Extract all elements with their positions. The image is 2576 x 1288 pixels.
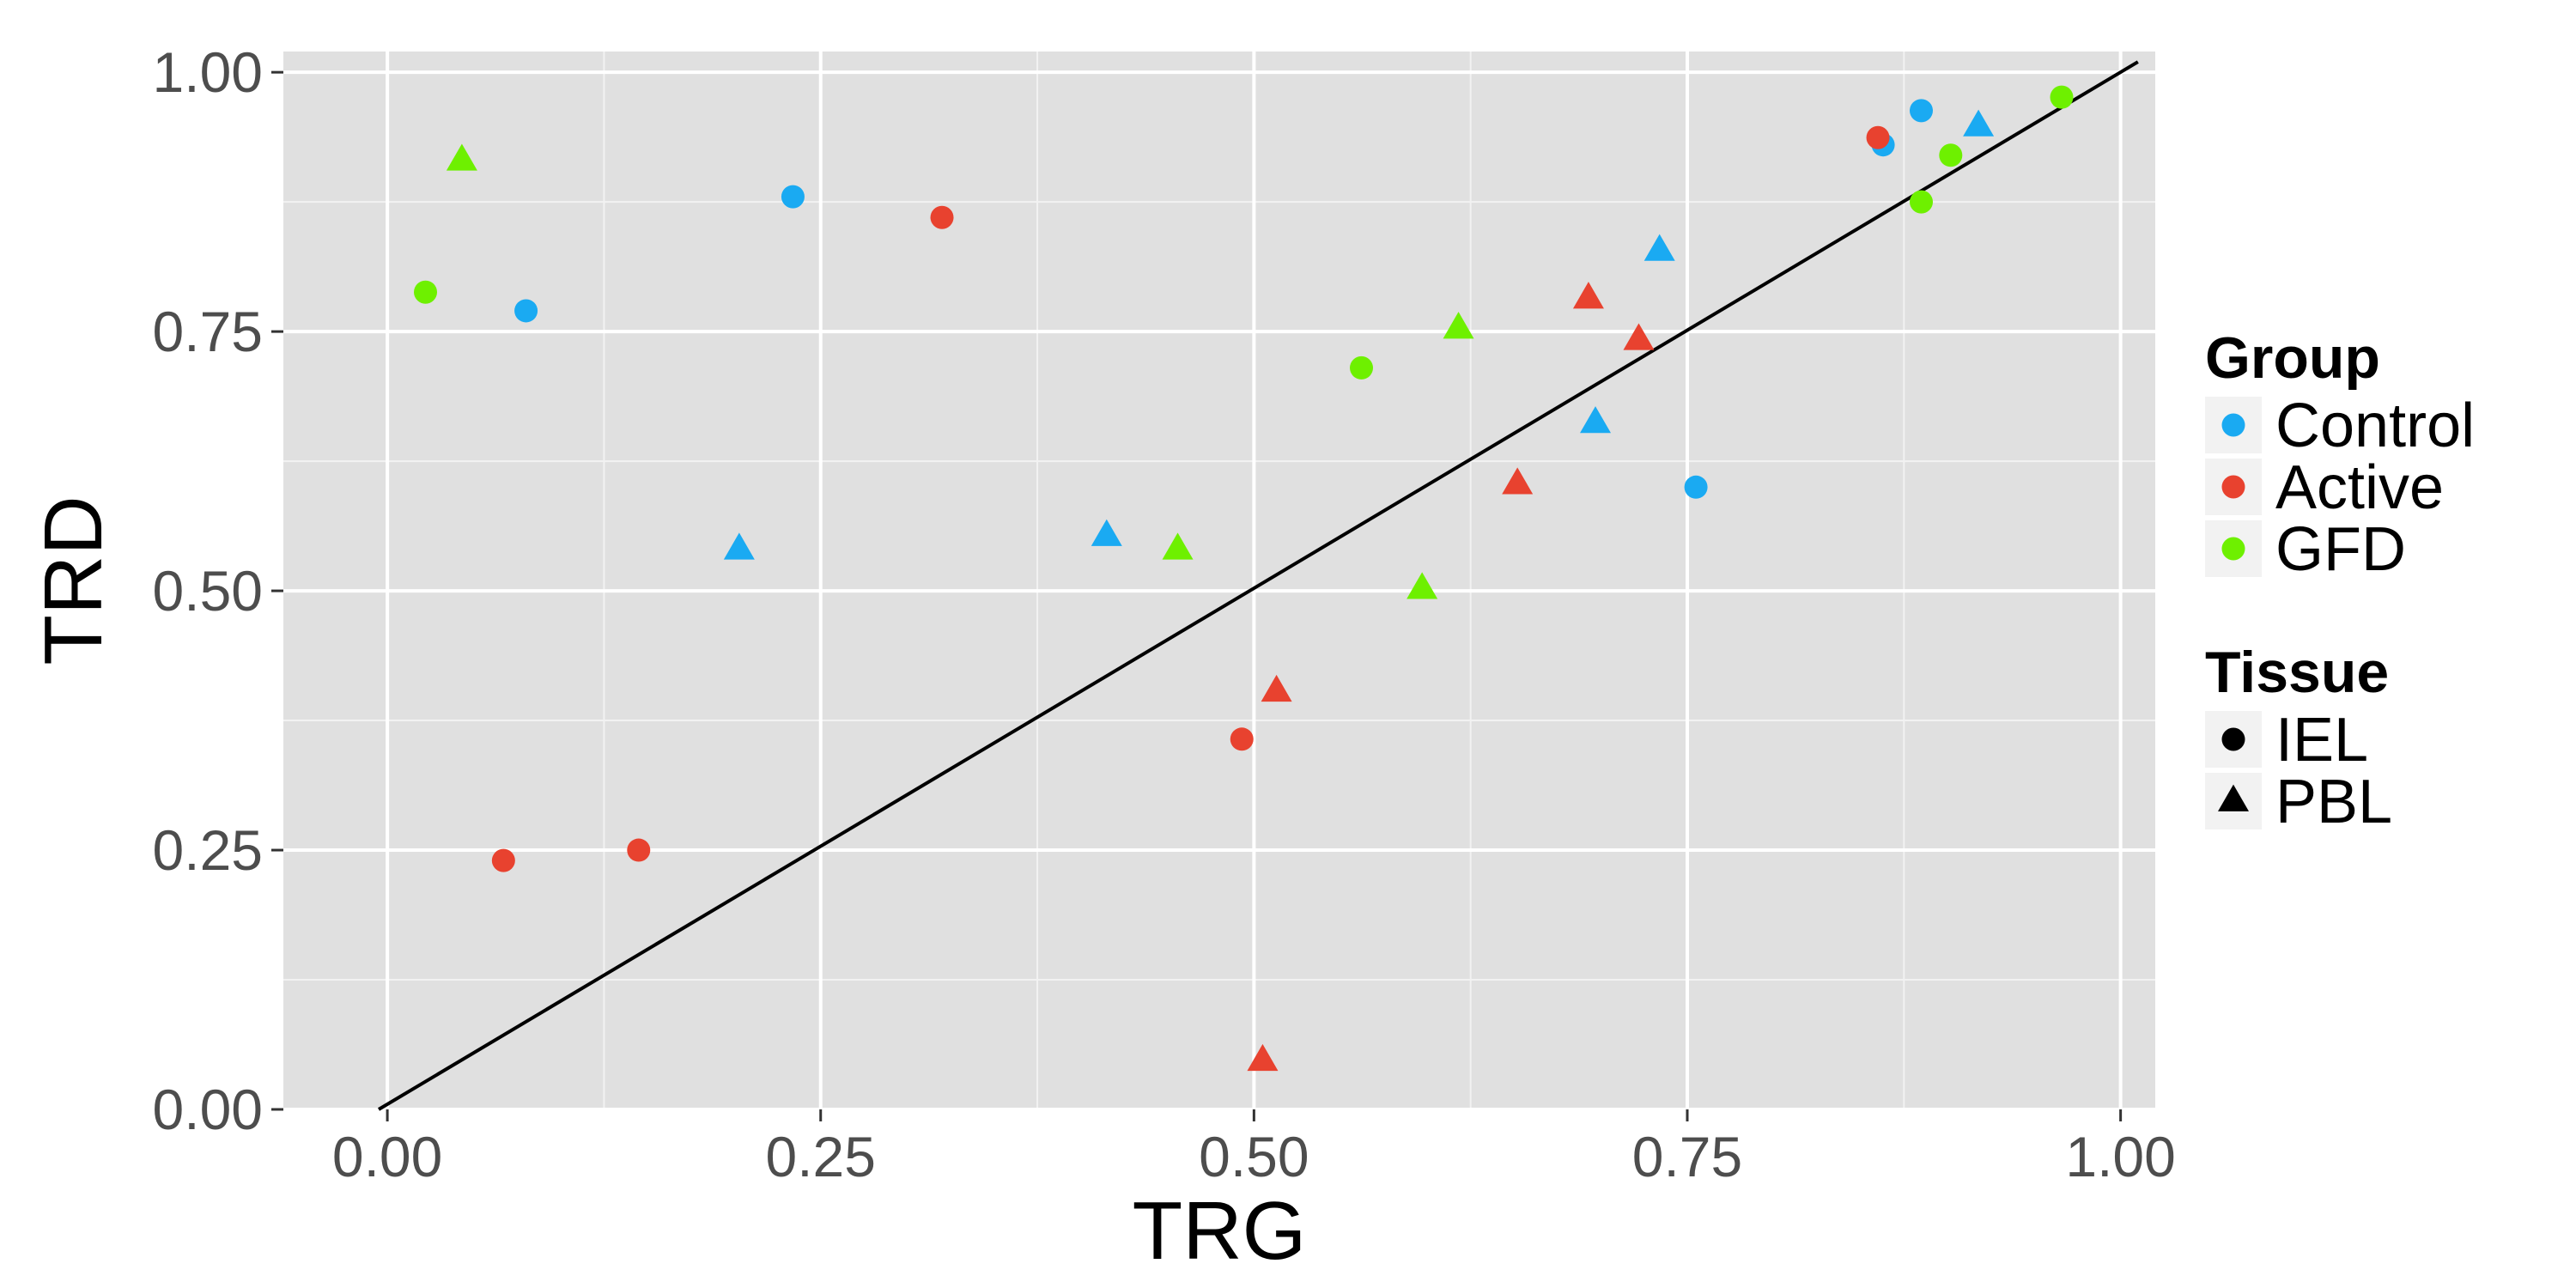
x-tick-label: 0.25 <box>766 1125 876 1188</box>
data-point-triangle <box>1261 674 1292 702</box>
reference-line-group <box>377 60 2139 1111</box>
legend-label: GFD <box>2275 515 2406 584</box>
data-point-circle <box>1684 475 1708 499</box>
y-tick-label: 0.50 <box>153 559 263 623</box>
reference-line <box>377 60 2139 1111</box>
data-point-circle <box>2050 85 2074 109</box>
data-point-triangle <box>1572 282 1604 309</box>
legend-label: Control <box>2275 392 2475 460</box>
data-point-circle <box>1910 99 1933 123</box>
data-point-triangle <box>1091 519 1122 546</box>
x-axis-ticks: 0.00 0.25 0.50 0.75 1.00 <box>332 1109 2176 1188</box>
data-point-circle <box>1230 727 1254 751</box>
x-axis-title: TRG <box>1133 1185 1307 1277</box>
y-axis-ticks: 0.00 0.25 0.50 0.75 1.00 <box>153 40 283 1141</box>
data-point-triangle <box>1162 532 1194 560</box>
data-point-circle <box>1939 143 1963 167</box>
legend-color-swatch <box>2221 413 2245 437</box>
legend-label: IEL <box>2275 706 2368 775</box>
data-point-triangle <box>1963 109 1995 137</box>
data-point-triangle <box>1623 323 1655 350</box>
x-tick-label: 1.00 <box>2065 1125 2175 1188</box>
data-point-triangle <box>1643 234 1675 261</box>
data-point-circle <box>1350 355 1374 380</box>
legend-label: Active <box>2275 453 2444 522</box>
data-point-circle <box>414 280 438 304</box>
data-point-circle <box>1866 125 1890 149</box>
data-point-triangle <box>1406 572 1438 599</box>
data-point-triangle <box>446 143 477 171</box>
legend-title: Group <box>2205 325 2380 391</box>
data-point-triangle <box>1443 312 1474 339</box>
legend-title: Tissue <box>2205 640 2389 705</box>
data-point-triangle <box>1502 467 1534 495</box>
data-point-circle <box>627 838 651 862</box>
legend-label: PBL <box>2275 768 2392 836</box>
y-tick-label: 0.25 <box>153 818 263 882</box>
major-gridlines <box>283 52 2155 1111</box>
legend-triangle-icon <box>2218 784 2249 811</box>
data-point-triangle <box>1247 1043 1279 1072</box>
y-axis-title: TRD <box>27 495 119 665</box>
data-points <box>414 85 2074 1072</box>
y-tick-label: 0.00 <box>153 1078 263 1141</box>
data-point-circle <box>1910 190 1933 214</box>
plot-background <box>283 52 2155 1109</box>
data-point-circle <box>514 299 538 323</box>
data-point-triangle <box>723 532 755 560</box>
y-tick-label: 1.00 <box>153 40 263 104</box>
x-tick-label: 0.00 <box>332 1125 442 1188</box>
legend-color-swatch <box>2221 475 2245 499</box>
data-point-circle <box>930 205 954 229</box>
x-tick-label: 0.75 <box>1632 1125 1742 1188</box>
x-tick-label: 0.50 <box>1199 1125 1309 1188</box>
data-point-circle <box>781 185 805 209</box>
data-point-triangle <box>1580 406 1612 434</box>
legend-color-swatch <box>2221 537 2245 561</box>
y-tick-label: 0.75 <box>153 300 263 363</box>
legend-circle-icon <box>2221 727 2245 751</box>
data-point-circle <box>491 848 515 872</box>
